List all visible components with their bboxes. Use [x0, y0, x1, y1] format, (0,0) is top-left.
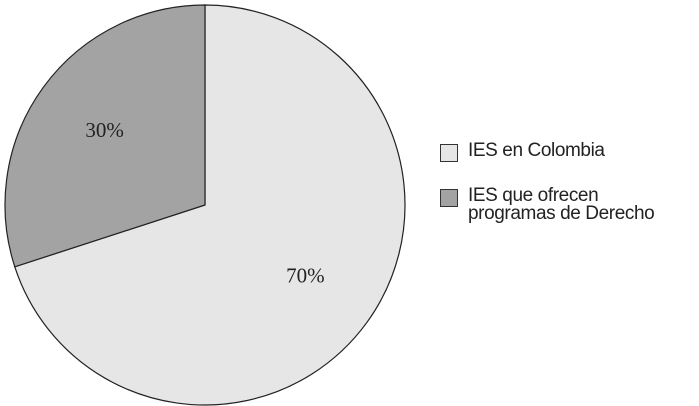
pie-slice	[4, 4, 206, 268]
legend-item: IES en Colombia	[440, 140, 605, 162]
legend-swatch	[440, 144, 458, 162]
legend-swatch	[440, 189, 458, 207]
legend-label: IES que ofrecen programas de Derecho	[468, 185, 655, 224]
legend-label: IES en Colombia	[468, 140, 605, 161]
slice-label: 30%	[85, 118, 124, 142]
slice-label: 70%	[286, 264, 325, 288]
pie: 70% 30%	[4, 4, 406, 406]
pie-slice	[14, 4, 406, 406]
legend-item: IES que ofrecen programas de Derecho	[440, 185, 655, 224]
